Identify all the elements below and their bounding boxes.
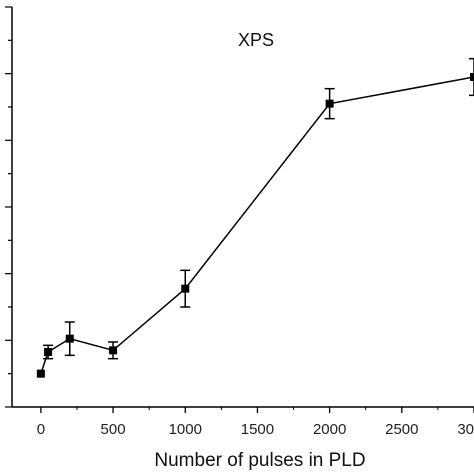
data-point [325, 99, 334, 108]
chart-title: XPS [238, 30, 274, 50]
tick-labels: 0 500 1000 1500 2000 2500 3000 [37, 421, 474, 438]
x-tick-label: 2000 [313, 421, 346, 438]
data-point [470, 73, 474, 81]
axes [11, 7, 474, 408]
x-tick-label: 2500 [385, 421, 418, 438]
data-point [65, 334, 74, 343]
ticks [5, 6, 474, 413]
x-tick-label: 3000 [457, 421, 474, 438]
data-point [36, 369, 45, 378]
x-tick-label: 500 [101, 421, 126, 438]
x-tick-label: 1500 [241, 421, 274, 438]
data-point [181, 284, 190, 293]
x-tick-label: 1000 [169, 421, 202, 438]
data-point [44, 348, 53, 356]
series-line [40, 76, 474, 374]
data-series [36, 57, 474, 378]
x-tick-label: 0 [37, 421, 45, 438]
x-axis-title: Number of pulses in PLD [154, 450, 365, 471]
data-point [109, 346, 118, 355]
